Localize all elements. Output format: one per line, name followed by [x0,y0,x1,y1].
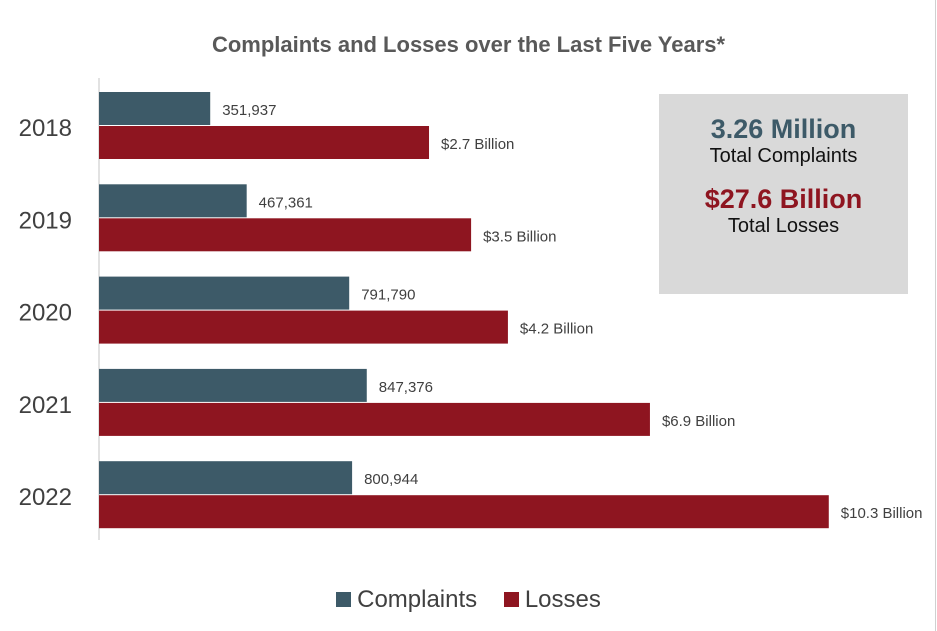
losses-bar-2018 [99,126,430,159]
complaints-bar-2021 [99,368,367,402]
complaints-bar-2022 [99,461,353,495]
year-label-2018: 2018 [19,115,72,142]
losses-data-label-2018: $2.7 Billion [441,136,514,153]
losses-bar-2020 [99,310,508,344]
year-label-2021: 2021 [19,392,72,419]
legend-swatch-losses [503,592,519,607]
chart-title: Complaints and Losses over the Last Five… [211,32,726,57]
year-label-2020: 2020 [19,300,72,327]
complaints-data-label-2020: 791,790 [361,287,415,304]
losses-bar-2021 [99,402,650,436]
complaints-data-label-2022: 800,944 [364,471,418,488]
losses-bar-2019 [99,218,472,252]
complaints-bar-2019 [99,184,247,218]
total-losses-value: $27.6 Billion [704,184,863,214]
year-label-2019: 2019 [19,207,72,234]
complaints-data-label-2019: 467,361 [259,194,313,211]
complaints-bar-2020 [99,276,350,310]
legend-losses: Losses [503,586,601,613]
summary-box: 3.26 Million Total Complaints $27.6 Bill… [659,94,908,294]
legend-label-complaints: Complaints [357,586,478,613]
legend-label-losses: Losses [524,586,601,613]
losses-data-label-2022: $10.3 Billion [841,505,923,522]
total-complaints-label: Total Complaints [709,145,858,167]
legend: Complaints Losses [0,586,937,614]
total-complaints-value: 3.26 Million [710,114,857,144]
frame-border [935,0,936,631]
losses-data-label-2021: $6.9 Billion [662,413,735,430]
complaints-data-label-2018: 351,937 [222,102,276,119]
legend-swatch-complaints [336,592,352,607]
complaints-bar-2018 [99,92,211,125]
losses-bar-2022 [99,495,829,529]
losses-data-label-2019: $3.5 Billion [483,228,556,245]
total-losses-label: Total Losses [727,215,840,237]
complaints-data-label-2021: 847,376 [379,379,433,396]
year-label-2022: 2022 [19,484,72,511]
losses-data-label-2020: $4.2 Billion [520,321,593,338]
legend-complaints: Complaints [336,586,477,613]
